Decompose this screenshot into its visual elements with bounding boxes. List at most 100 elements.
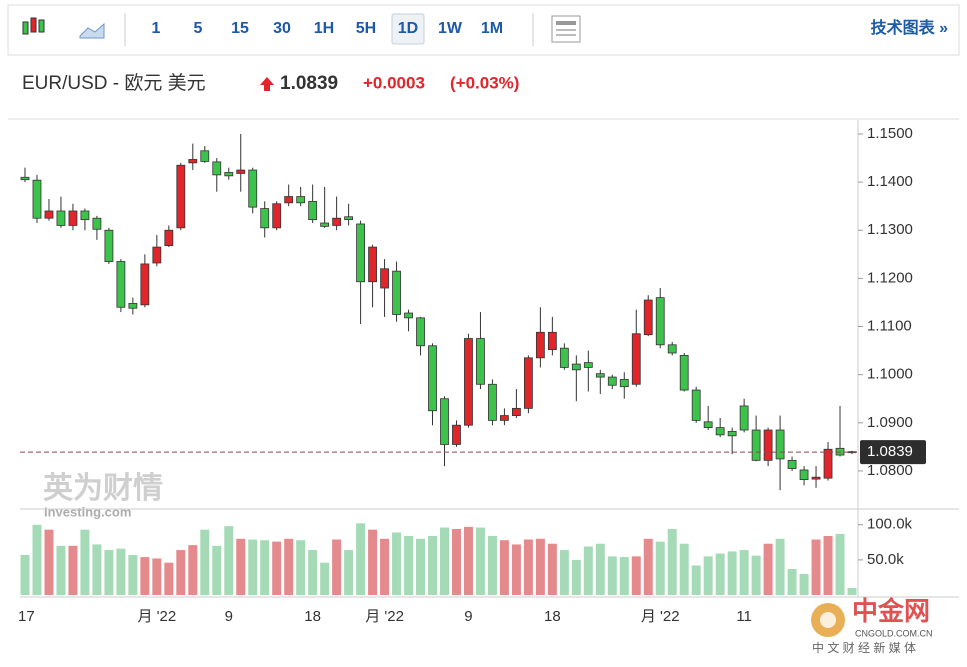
volume-bar: [463, 526, 473, 595]
volume-bar: [152, 558, 162, 595]
active-box: [391, 13, 425, 45]
volume-bar: [128, 554, 138, 595]
volume-bar: [20, 554, 30, 595]
candle-body: [56, 210, 66, 226]
candle-body: [691, 389, 701, 421]
volume-bar: [499, 540, 509, 595]
interval-button[interactable]: 30: [273, 20, 291, 37]
logo-mark: [820, 612, 836, 628]
volume-bar: [344, 550, 354, 595]
logo-slogan: 中 文 财 经 新 媒 体: [812, 640, 916, 655]
volume-bar: [523, 539, 533, 595]
candle-body: [559, 347, 569, 368]
candle-body: [260, 208, 270, 229]
watermark: Investing.com: [44, 504, 131, 519]
technical-link[interactable]: 技术图表 »: [871, 18, 948, 37]
candle-body: [488, 383, 497, 421]
area-icon[interactable]: [79, 22, 105, 39]
y-tick-label: 1.1100: [867, 317, 912, 334]
interval-button[interactable]: 1W: [438, 20, 463, 37]
logo: 中金网: [852, 596, 930, 626]
volume-bar: [140, 557, 150, 595]
volume-bar: [691, 565, 701, 595]
volume-bar: [308, 550, 318, 595]
volume-bar: [32, 524, 42, 595]
volume-bar: [416, 538, 426, 595]
volume-bar: [583, 546, 593, 595]
candle-body: [344, 216, 354, 221]
last-price-tag: [860, 440, 926, 465]
change-percent: (+0.03%): [450, 73, 519, 92]
volume-bar: [571, 559, 581, 595]
interval-button[interactable]: 5H: [356, 20, 376, 37]
interval-button[interactable]: 1: [152, 20, 161, 37]
candle-body: [224, 172, 234, 177]
volume-bar: [703, 556, 713, 595]
candle-body: [20, 176, 30, 181]
volume-bar: [715, 553, 725, 595]
volume-bar: [643, 538, 653, 595]
x-tick-label: 17: [18, 608, 35, 625]
candle-body: [631, 333, 641, 385]
logo-site: CNGOLD.COM.CN: [855, 628, 933, 638]
change: +0.0003: [363, 73, 425, 92]
candle-body: [464, 338, 473, 426]
x-tick-label: 9: [464, 608, 472, 625]
candle-body: [727, 431, 737, 437]
volume-bar: [787, 569, 797, 595]
volume-bar: [439, 527, 449, 595]
volume-bar: [607, 556, 617, 595]
volume-bar: [547, 543, 557, 595]
candle-icon[interactable]: [22, 17, 45, 35]
y-tick-label: 1.1300: [867, 221, 913, 238]
volume-bar: [428, 535, 438, 595]
volume-bar: [799, 573, 809, 595]
volume-bar: [164, 562, 174, 595]
candle-body: [128, 303, 138, 309]
candle-body: [523, 357, 533, 409]
volume-bar: [200, 529, 210, 595]
candle-body: [751, 429, 761, 461]
candle-body: [212, 161, 222, 176]
volume-bar: [823, 535, 833, 595]
interval-button[interactable]: 1D: [398, 20, 418, 37]
candle-body: [32, 179, 42, 219]
candle-body: [643, 299, 653, 336]
candle-body: [452, 424, 461, 445]
up-arrow: [260, 77, 274, 91]
y-tick-label: 1.1500: [867, 125, 913, 142]
candle-body: [116, 261, 126, 308]
volume-bar: [56, 545, 66, 595]
y-tick-label: 1.1400: [867, 173, 913, 190]
toolbar: [7, 4, 960, 56]
interval-button[interactable]: 1M: [481, 20, 503, 37]
candle-body: [368, 246, 377, 283]
candle-body: [655, 297, 665, 346]
candle-body: [571, 363, 581, 371]
candle-body: [44, 210, 54, 219]
volume-bar: [80, 529, 90, 595]
candle-body: [440, 398, 449, 445]
x-tick-label: 9: [225, 608, 233, 625]
interval-button[interactable]: 5: [194, 20, 203, 37]
layout-icon[interactable]: [551, 15, 581, 43]
volume-bar: [475, 527, 485, 595]
volume-bar: [212, 545, 222, 595]
candle-body: [739, 405, 749, 431]
x-tick-label: 18: [544, 608, 561, 625]
candle-body: [607, 376, 617, 386]
candle-body: [176, 164, 186, 229]
volume-bar: [104, 550, 114, 595]
candle-body: [308, 200, 318, 221]
volume-bar: [380, 538, 390, 595]
candle-body: [284, 196, 294, 204]
candle-body: [715, 427, 725, 436]
interval-button[interactable]: 15: [231, 20, 249, 37]
candle-body: [595, 373, 605, 378]
volume-bar: [404, 535, 414, 595]
candle-body: [787, 459, 797, 469]
candle-body: [248, 169, 258, 208]
x-tick-label: 18: [304, 608, 321, 625]
interval-button[interactable]: 1H: [314, 20, 334, 37]
candle-body: [583, 362, 593, 368]
